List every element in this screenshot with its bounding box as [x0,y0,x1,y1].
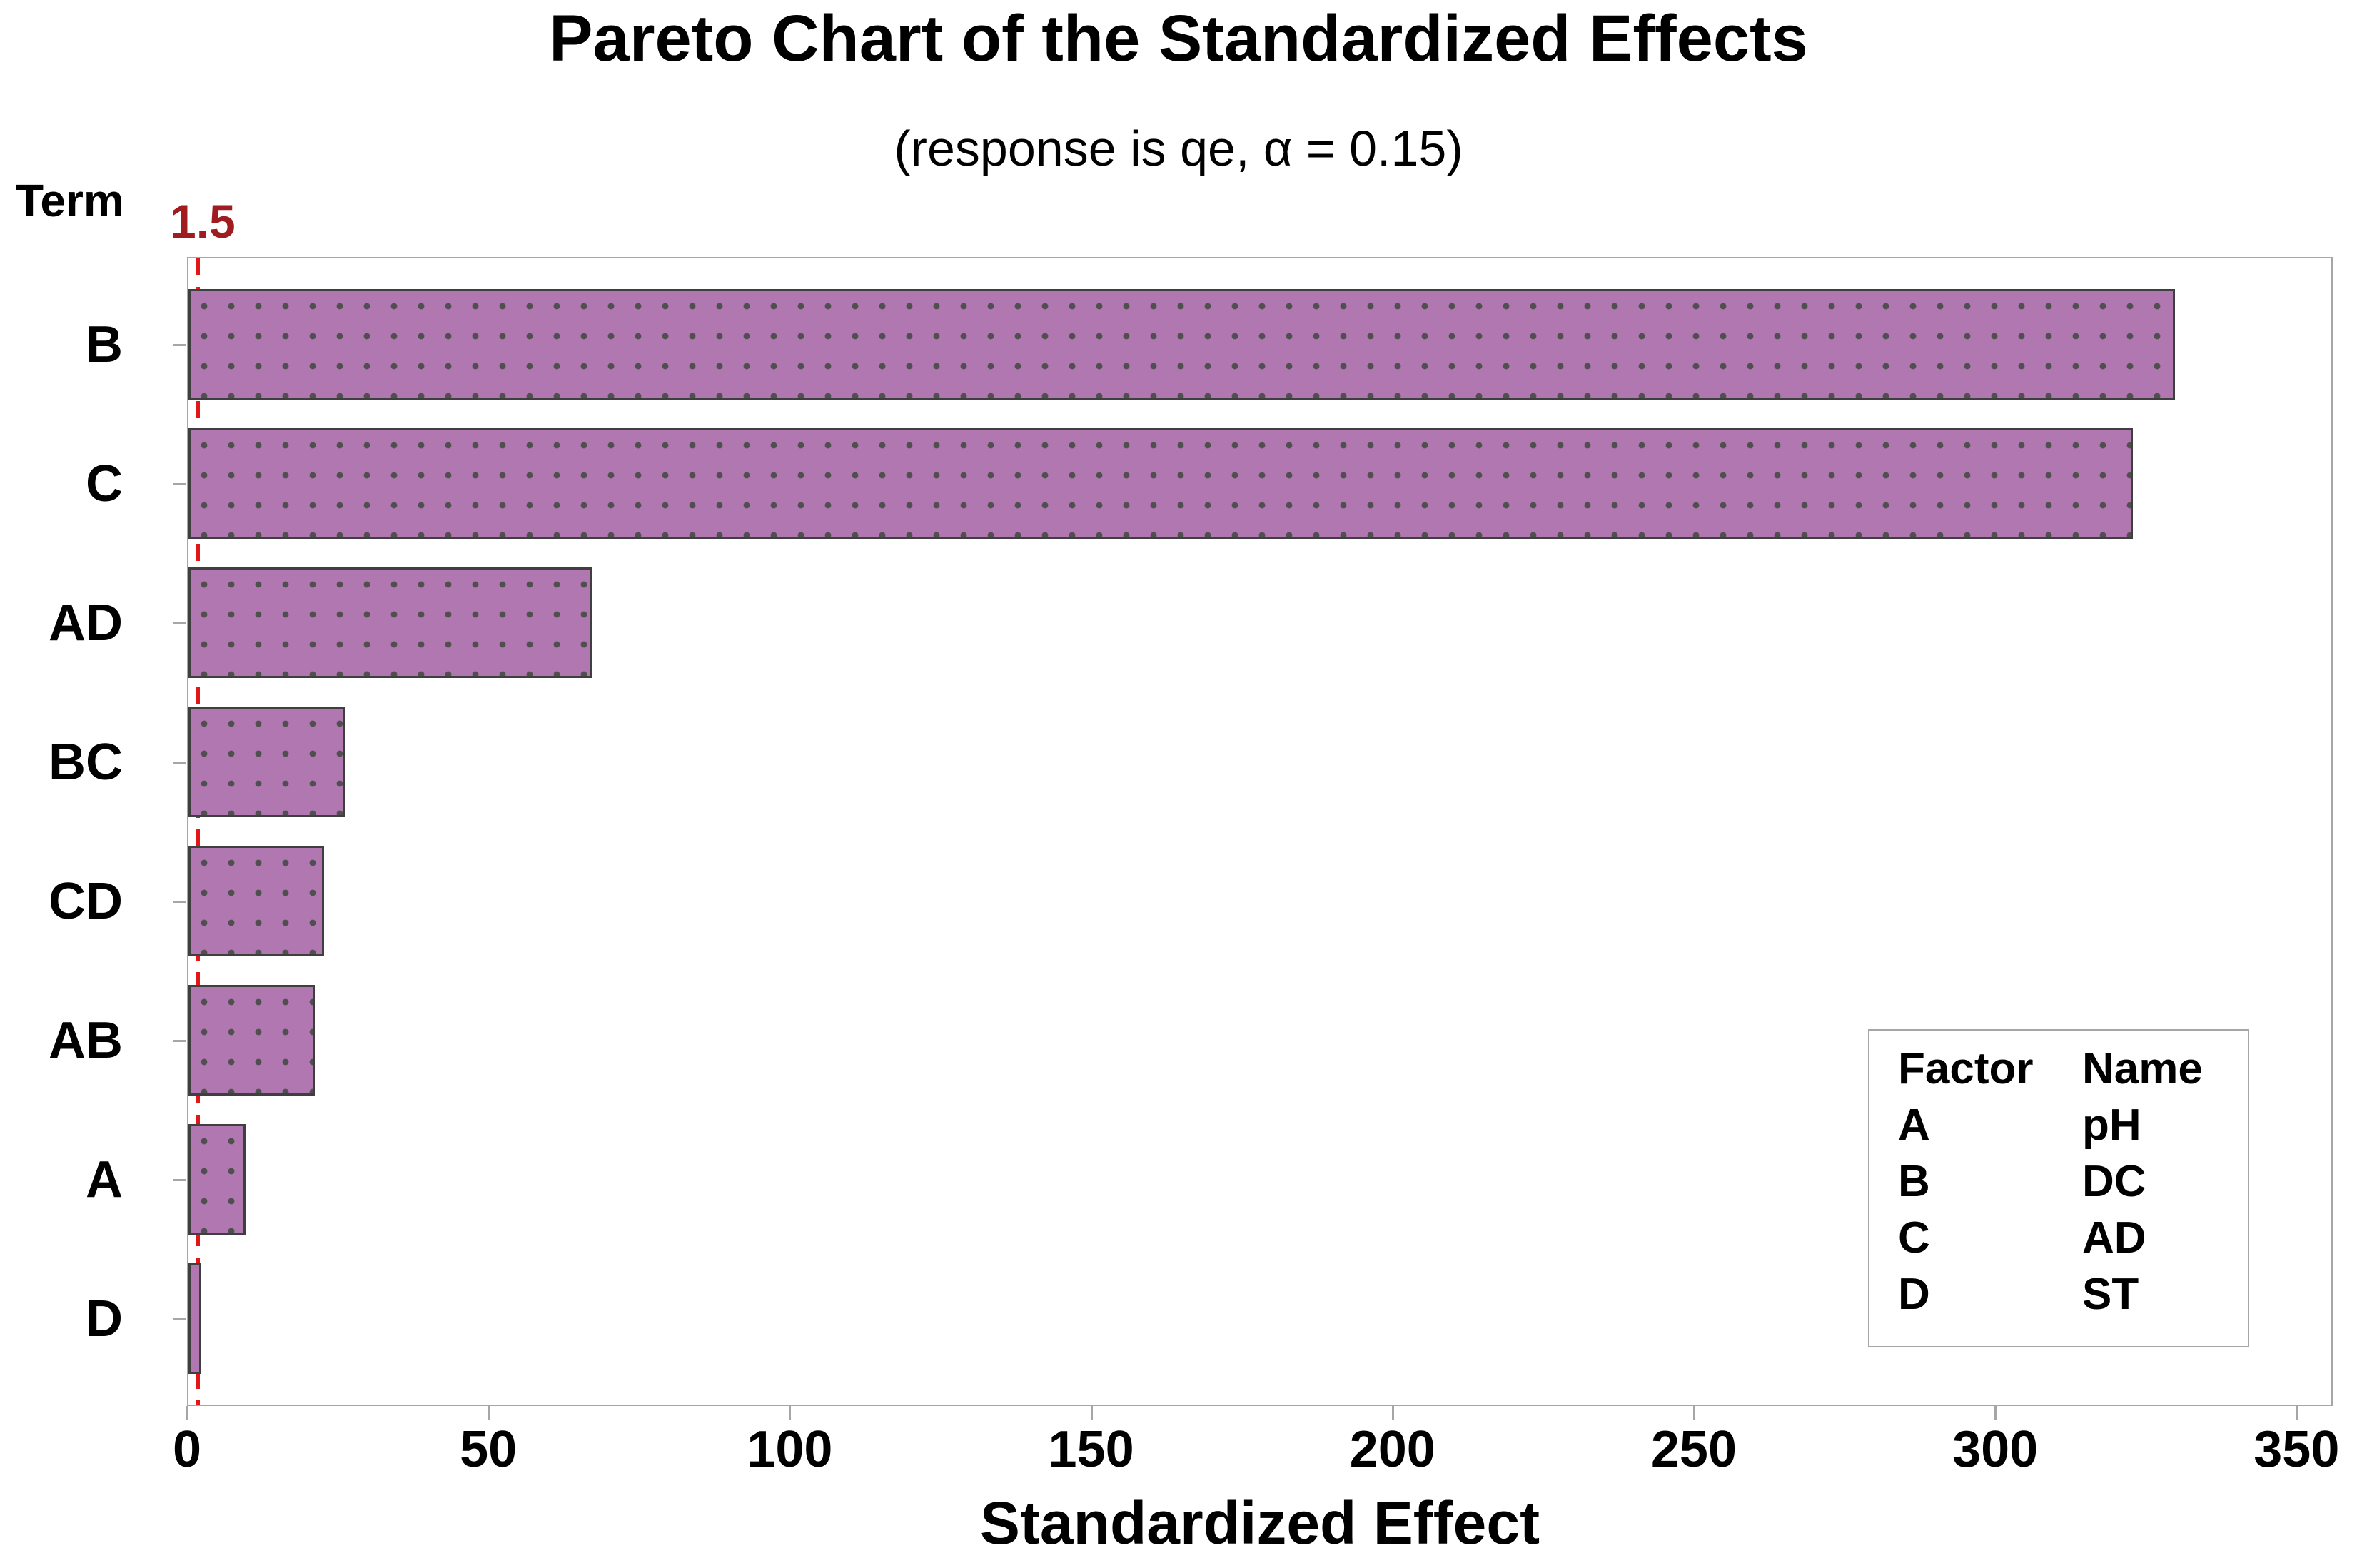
bar-ab [188,985,316,1096]
chart-title: Pareto Chart of the Standardized Effects [549,2,1808,75]
plot-area [187,257,2333,1406]
y-axis-labels: B C AD BC CD AB A D [0,275,173,1388]
bar-c [188,428,2133,539]
x-tick-label: 350 [2253,1421,2340,1478]
x-tick-mark [186,1406,188,1420]
bar-row-ab [188,971,2331,1110]
y-tick-label-ad: AD [49,594,123,652]
legend-factor: A [1898,1101,1930,1150]
bar-row-c [188,414,2331,553]
x-tick-mark [1994,1406,1997,1420]
bar-row-bc [188,692,2331,831]
y-tick-mark [173,1039,186,1042]
y-tick-label-a: A [86,1150,123,1208]
bar-b [188,289,2175,400]
legend-header-factor: Factor [1898,1044,2034,1093]
bar-d [188,1263,201,1374]
y-tick-mark [173,482,186,485]
bar-rows [188,275,2331,1388]
x-tick-mark [2296,1406,2298,1420]
x-tick-mark [1090,1406,1093,1420]
bar-row-d [188,1249,2331,1388]
chart-subtitle: (response is qe, α = 0.15) [894,121,1463,176]
y-tick-label-c: C [86,455,123,512]
x-tick-label: 50 [460,1421,518,1478]
bar-ad [188,567,592,678]
y-tick-label-cd: CD [49,872,123,930]
legend-name: DC [2082,1157,2146,1206]
legend-name: pH [2082,1101,2141,1150]
bar-cd [188,846,324,956]
legend-header-name: Name [2082,1044,2203,1093]
x-tick-label: 300 [1952,1421,2039,1478]
legend-name: AD [2082,1213,2146,1263]
x-tick-label: 200 [1349,1421,1435,1478]
x-axis-title: Standardized Effect [979,1489,1540,1557]
y-tick-label-bc: BC [49,733,123,791]
bar-row-ad [188,553,2331,692]
bar-row-cd [188,831,2331,971]
y-tick-mark [173,761,186,764]
x-tick-label: 100 [747,1421,833,1478]
legend-factor: B [1898,1157,1930,1206]
bar-row-a [188,1110,2331,1249]
x-tick-mark [1391,1406,1394,1420]
y-tick-mark [173,1317,186,1320]
reference-line-label: 1.5 [170,195,236,248]
x-tick-label: 250 [1650,1421,1737,1478]
y-tick-mark [173,622,186,624]
y-tick-label-d: D [86,1290,123,1347]
legend-factor: D [1898,1270,1930,1319]
y-tick-label-b: B [86,315,123,373]
y-tick-mark [173,1178,186,1181]
y-tick-mark [173,343,186,346]
bar-row-b [188,275,2331,414]
y-tick-label-ab: AB [49,1011,123,1069]
x-tick-mark [1692,1406,1695,1420]
bar-a [188,1124,246,1235]
x-tick-label: 0 [172,1421,202,1478]
bar-bc [188,707,345,817]
x-tick-mark [488,1406,490,1420]
legend-name: ST [2082,1270,2139,1319]
x-tick-mark [789,1406,792,1420]
y-tick-mark [173,900,186,903]
legend-factor: C [1898,1213,1930,1263]
y-axis-title: Term [16,175,124,226]
reference-line [196,258,200,1405]
x-tick-label: 150 [1048,1421,1134,1478]
